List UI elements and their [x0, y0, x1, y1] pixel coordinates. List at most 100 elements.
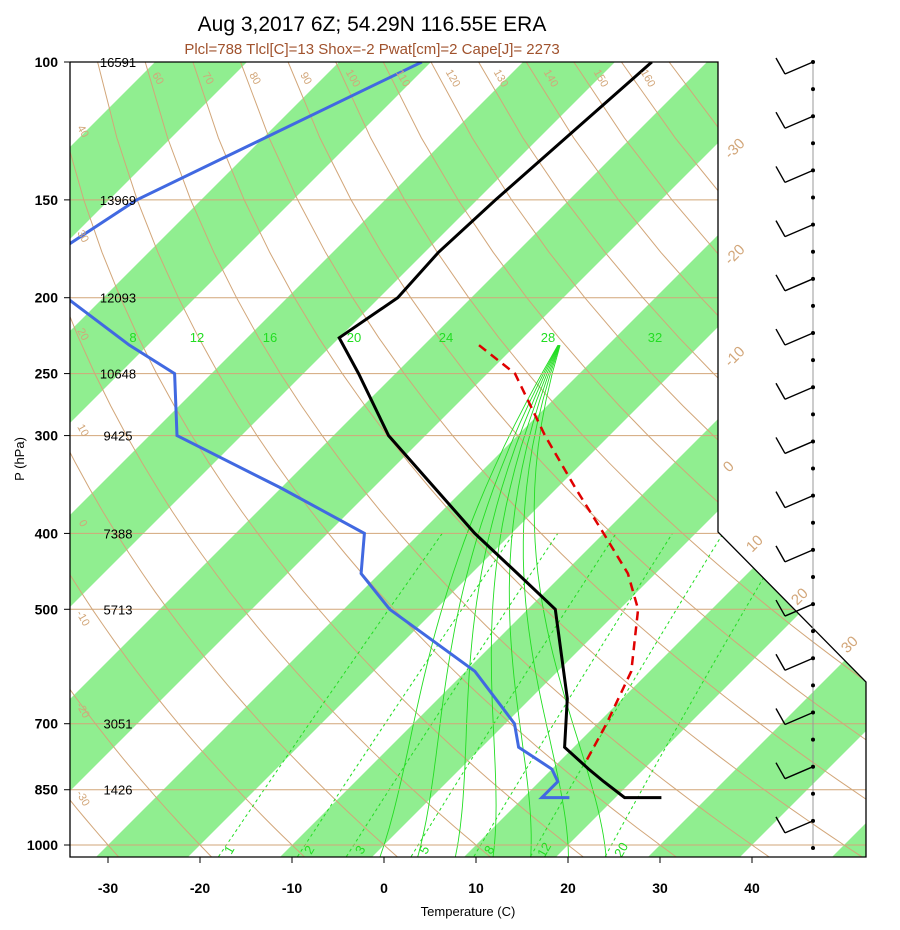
dry-adiabat-left-label: 40: [74, 123, 91, 140]
y-tick-label: 850: [35, 782, 59, 798]
temperature-band: [70, 62, 655, 857]
chart-subtitle: Plcl=788 Tlcl[C]=13 Shox=-2 Pwat[cm]=2 C…: [184, 41, 559, 58]
isotherm-label: -10: [721, 343, 748, 370]
y-tick-label: 700: [35, 716, 59, 732]
wind-barb-staff: [784, 278, 814, 292]
isotherm-label: -20: [721, 241, 748, 268]
wind-barb-flag: [775, 328, 786, 346]
dry-adiabat-line: [70, 62, 590, 857]
wind-barb-flag: [775, 599, 786, 617]
wind-barb-dot: [811, 412, 815, 417]
y-tick-label: 300: [35, 428, 59, 444]
dry-adiabat-label: 150: [591, 68, 611, 90]
height-label: 7388: [104, 526, 133, 541]
temperature-bands: [70, 62, 866, 857]
wind-barb-flag: [775, 816, 786, 834]
wind-barb-dot: [811, 195, 815, 200]
mixing-ratio-bottom-label: 12: [534, 840, 554, 860]
wind-barb-dot: [811, 791, 815, 796]
wind-barb-staff: [784, 440, 814, 455]
plot-frame: [69, 61, 867, 858]
dry-adiabat-label: 70: [199, 70, 216, 87]
wind-barb-dot: [811, 87, 815, 92]
moist-adiabat-line: [533, 345, 607, 857]
x-tick-label: 10: [468, 880, 484, 896]
chart-title: Aug 3,2017 6Z; 54.29N 116.55E ERA: [198, 13, 547, 36]
mixing-ratio-top-label: 24: [439, 330, 453, 345]
x-tick-label: 30: [652, 880, 668, 896]
y-tick-label: 500: [35, 601, 59, 617]
dewpoint-line: [70, 62, 570, 800]
wind-barb-flag: [775, 491, 786, 508]
moist-adiabat-line: [522, 345, 569, 857]
mixing-ratio-top-label: 20: [347, 330, 361, 345]
wind-barb-dot: [811, 466, 815, 471]
height-label: 3051: [104, 717, 133, 732]
mixing-ratio-top-label: 28: [541, 330, 555, 345]
dry-adiabat-line: [192, 62, 866, 857]
wind-barb-staff: [784, 386, 814, 400]
wind-barb-staff: [784, 766, 814, 780]
dry-adiabat-line: [70, 62, 497, 857]
dry-adiabat-label: 160: [638, 68, 658, 90]
wind-barb-dot: [811, 683, 815, 688]
height-label: 9425: [104, 429, 133, 444]
wind-barb-dot: [811, 303, 815, 308]
mixing-ratio-line: [214, 533, 443, 857]
y-tick-label: 200: [35, 290, 59, 306]
dry-adiabat-line: [97, 62, 683, 857]
wind-barb-staff: [784, 657, 814, 671]
wind-barb-flag: [775, 762, 786, 780]
x-tick-label: -10: [282, 880, 302, 896]
dry-adiabat-left-label: -10: [73, 609, 91, 629]
mixing-ratio-top-label: 8: [129, 330, 136, 345]
wind-barb-staff: [784, 169, 814, 184]
mixing-ratio-line: [342, 533, 559, 857]
wind-barb-staff: [784, 603, 814, 617]
wind-barb-dot: [811, 629, 815, 634]
dry-adiabat-left-label: -30: [73, 789, 91, 809]
y-tick-label: 400: [35, 525, 59, 541]
temperature-band: [70, 62, 471, 857]
y-tick-label: 250: [35, 366, 59, 382]
wind-barb-dot: [811, 141, 815, 146]
dry-adiabat-line: [382, 62, 866, 857]
height-label: 12093: [100, 291, 136, 306]
wind-barb-staff: [784, 61, 814, 75]
temperature-line: [337, 62, 662, 800]
dry-adiabat-line: [240, 62, 866, 857]
mixing-ratio-top-label: 12: [190, 330, 204, 345]
wind-barb-flag: [775, 274, 786, 292]
dry-adiabat-line: [70, 62, 404, 857]
sounding-profiles: [70, 62, 662, 800]
mixing-ratio-line: [527, 533, 724, 857]
y-tick-label: 150: [35, 192, 59, 208]
temperature-band: [70, 62, 839, 857]
x-tick-label: 40: [744, 880, 760, 896]
wind-barb-dot: [811, 520, 815, 525]
mixing-ratio-top-label: 32: [648, 330, 662, 345]
mixing-ratio-line: [601, 533, 791, 857]
dry-adiabat-left-label: 10: [74, 422, 91, 439]
dry-adiabat-left-label: 0: [76, 518, 89, 529]
mixing-ratio-top-label: 16: [263, 330, 277, 345]
dry-adiabat-label: 60: [149, 70, 166, 87]
moist-adiabat-line: [453, 345, 560, 857]
height-label: 13969: [100, 193, 136, 208]
mixing-ratio-line: [293, 533, 515, 857]
height-label: 16591: [100, 55, 136, 70]
moist-adiabat-line: [508, 345, 560, 857]
wind-barb-dot: [811, 358, 815, 363]
wind-barb-staff: [784, 549, 814, 563]
mixing-ratio-bottom-label: 20: [611, 840, 631, 860]
wind-barb-staff: [784, 223, 814, 238]
y-tick-label: 1000: [27, 837, 58, 853]
temperature-axis: -30 -20 -10 0 10 20 30 40: [98, 857, 760, 896]
wind-barb-flag: [775, 545, 786, 563]
wind-barb-flag: [775, 220, 786, 237]
wind-barb-dot: [811, 249, 815, 254]
wind-barb-staff: [784, 495, 814, 509]
wind-barb-flag: [775, 708, 786, 725]
isotherm-label: 20: [788, 585, 812, 609]
moist-adiabat-line: [415, 344, 559, 857]
